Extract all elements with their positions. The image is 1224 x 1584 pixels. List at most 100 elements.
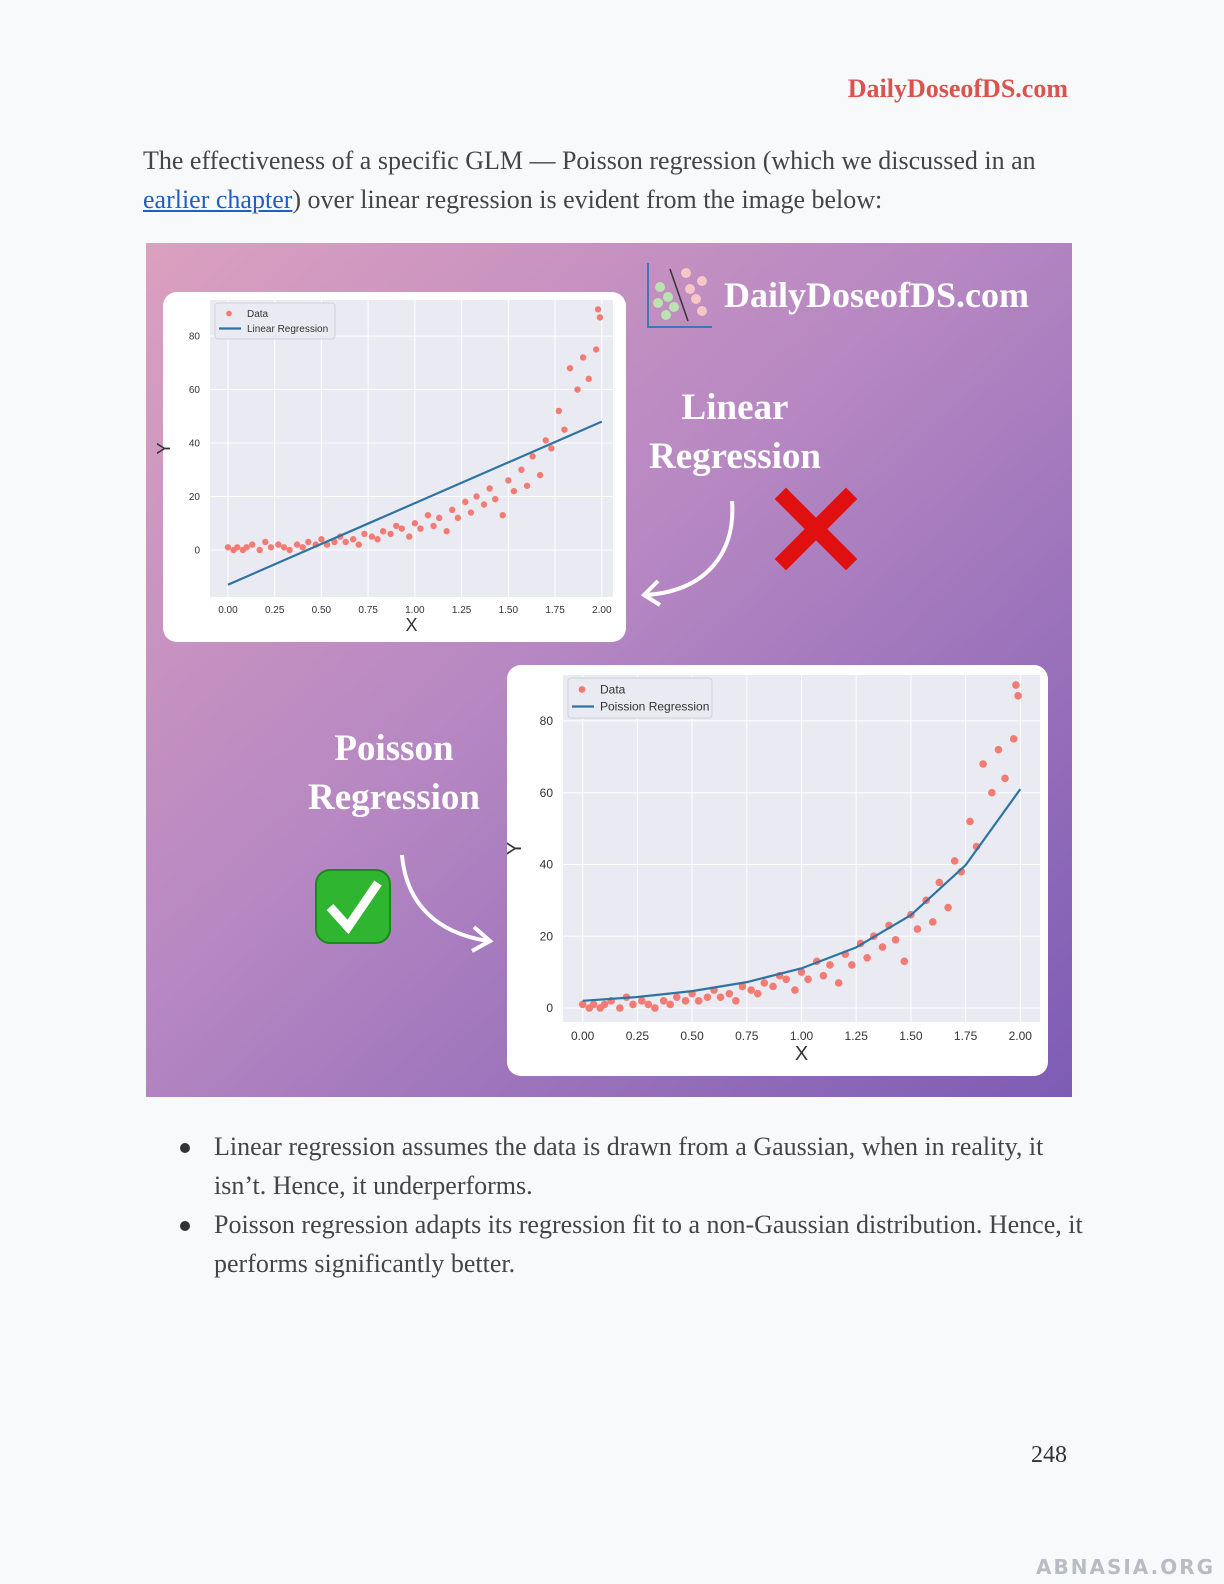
data-point [510,487,518,495]
bullet: Poisson regression adapts its regression… [180,1205,1094,1283]
data-point [499,511,506,519]
fit-line [227,420,603,586]
legend-marker [226,310,232,317]
data-point [392,522,400,530]
data-point [666,1000,675,1009]
data-point [944,903,952,912]
figure-canvas: DailyDoseofDS.com 0.00 0.25 0.50 0.75 1.00 1.… [146,243,1072,1097]
data-point [725,989,734,998]
x-tick-label: 0.75 [735,1029,759,1043]
y-tick-label: 60 [540,786,554,800]
y-tick-label: 80 [540,714,554,728]
y-tick-label: 40 [540,858,554,872]
data-point [913,925,922,933]
data-point [299,544,306,551]
legend-label: Data [600,683,626,697]
y-tick-label: 20 [540,929,554,943]
y-tick-label: 80 [189,332,201,343]
data-point [659,997,668,1005]
y-axis-label: Y [154,442,174,454]
data-point [804,975,812,984]
data-point [966,817,974,826]
brand-text: DailyDoseofDS.com [724,275,1029,315]
data-point [318,536,325,543]
data-point [555,407,562,415]
x-tick-label: 0.00 [571,1029,595,1043]
data-point [435,514,443,522]
data-point [1014,692,1022,700]
data-point [1009,735,1018,743]
intro-text: ) over linear regression is evident from… [292,185,883,214]
data-point [826,961,834,969]
watermark: ABNASIA.ORG [1036,1555,1216,1579]
data-point [417,525,424,532]
legend-box [214,302,336,340]
legend-label: Data [247,309,269,320]
data-point [406,533,413,540]
data-point [988,788,996,797]
data-point [529,453,536,460]
data-point [585,375,592,383]
data-point [368,533,376,540]
data-point [782,975,790,984]
intro-text: The effectiveness of a specific GLM — Po… [143,146,1036,175]
data-point [398,525,405,532]
x-tick-label: 1.00 [405,605,425,616]
y-tick-label: 20 [189,492,201,503]
data-point [224,544,232,551]
legend-label: Poission Regression [600,700,709,714]
data-point [716,993,725,1002]
data-point [791,986,799,994]
data-point [1012,681,1020,689]
x-tick-label: 0.50 [680,1029,704,1043]
data-point [681,997,690,1005]
data-point [878,943,887,951]
x-tick-label: 1.25 [452,605,472,616]
data-point [262,538,269,546]
data-point [637,997,646,1005]
data-point [651,1004,659,1012]
data-point [449,506,456,514]
data-point [361,530,368,538]
data-point [234,544,241,551]
data-point [594,306,602,313]
data-point [275,541,282,548]
chapter-link[interactable]: earlier chapter [143,185,293,214]
data-point [486,485,493,492]
data-point [797,968,806,976]
arrow [645,500,735,597]
y-tick-label: 40 [189,439,201,450]
data-point [738,982,747,991]
x-tick-label: 0.50 [312,605,332,616]
intro-paragraph: The effectiveness of a specific GLM — Po… [143,141,1083,219]
data-point [349,536,357,543]
x-tick-label: 1.50 [899,1029,923,1043]
data-point [467,509,475,516]
data-point [430,522,437,530]
x-tick-label: 2.00 [592,605,612,616]
poisson-label: Poisson Regression [308,728,480,818]
x-tick-label: 1.00 [790,1029,814,1043]
data-point [1001,774,1009,783]
data-point [411,520,419,527]
data-point [747,986,755,994]
data-point [928,918,937,926]
data-point [454,514,462,522]
data-point [305,538,312,546]
bullet-list: Linear regression assumes the data is dr… [180,1127,1094,1283]
data-point [536,471,544,479]
data-point [480,501,488,508]
data-point [243,544,250,551]
data-point [424,511,432,519]
data-point [561,426,568,433]
data-point [342,538,349,546]
linear-label: Linear Regression [649,387,821,477]
data-point [523,482,531,489]
data-point [578,1000,587,1009]
data-point [994,745,1003,754]
x-tick-label: 1.75 [954,1029,978,1043]
x-tick-label: 0.75 [358,605,378,616]
arrow [400,854,489,943]
data-point [848,961,856,969]
